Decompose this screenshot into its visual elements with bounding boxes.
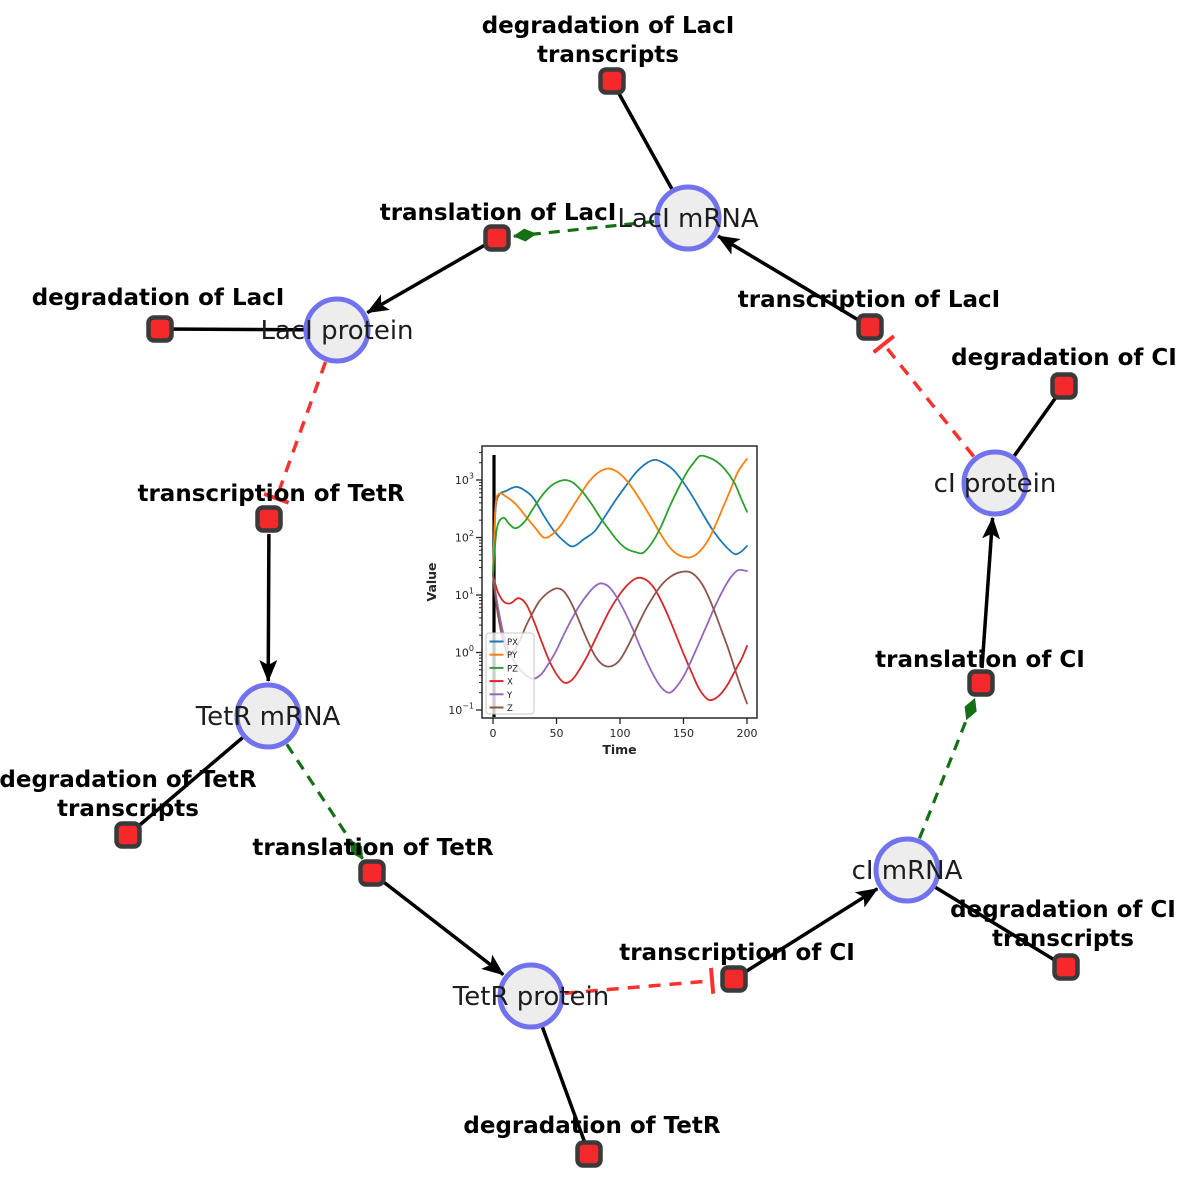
reaction-label-deg-tetr-transcripts-line1: degradation of TetR <box>0 767 257 793</box>
reaction-node-deg-ci-transcripts[interactable] <box>1052 953 1080 981</box>
reaction-node-transcription-laci[interactable] <box>856 313 884 341</box>
plot-legend: PX PY PZ XYZ <box>485 632 535 715</box>
species-label-laci-mrna: LacI mRNA <box>617 204 758 234</box>
species-label-laci-protein: LacI protein <box>260 316 413 346</box>
legend-entry-PX: PX <box>507 638 518 648</box>
reaction-node-deg-laci-transcripts[interactable] <box>598 67 626 95</box>
x-tick-label-200: 200 <box>737 727 758 740</box>
species-label-ci-mrna: cI mRNA <box>852 856 963 886</box>
edge-inhibition-ci-protein-to-transcription-laci <box>884 344 976 458</box>
reaction-node-deg-tetr-transcripts[interactable] <box>114 821 142 849</box>
edge-modifier-ci-mrna-to-translation-ci <box>918 697 977 839</box>
reaction-node-deg-ci[interactable] <box>1050 372 1078 400</box>
x-tick-label-100: 100 <box>610 727 631 740</box>
species-node-laci-mrna[interactable] <box>654 184 722 252</box>
legend-entry-Y: Y <box>506 691 513 701</box>
species-node-tetr-protein[interactable] <box>497 962 565 1030</box>
legend-entry-X: X <box>507 678 513 688</box>
reaction-label-translation-ci: translation of CI <box>875 647 1085 673</box>
reaction-label-transcription-laci: transcription of LacI <box>738 287 1001 313</box>
reaction-label-transcription-tetr: transcription of TetR <box>137 481 404 507</box>
edge-production-translation-tetr-to-tetr-protein <box>382 880 505 976</box>
nodes-layer <box>114 67 1080 1168</box>
reaction-label-deg-laci: degradation of LacI <box>32 285 285 311</box>
series-line-PY <box>492 457 748 577</box>
series-line-PZ <box>492 454 748 577</box>
reaction-label-deg-tetr: degradation of TetR <box>463 1113 720 1139</box>
plot-frame <box>481 445 758 719</box>
reaction-node-deg-tetr[interactable] <box>575 1140 603 1168</box>
y-tick-label-1e2: 102 <box>455 529 474 545</box>
reaction-label-translation-laci: translation of LacI <box>380 200 617 226</box>
y-tick-label-1e3: 103 <box>455 472 474 488</box>
species-node-tetr-mrna[interactable] <box>234 682 302 750</box>
reaction-label-deg-ci-transcripts-line2: transcripts <box>992 926 1134 952</box>
y-tick-label-1e-1: 10−1 <box>448 702 474 718</box>
edge-production-translation-laci-to-laci-protein <box>366 243 485 315</box>
edge-production-translation-ci-to-ci-protein <box>980 516 1001 669</box>
y-axis-title: Value <box>424 562 439 601</box>
species-label-ci-protein: cI protein <box>934 469 1057 499</box>
x-tick-label-150: 150 <box>673 727 694 740</box>
x-tick-label-0: 0 <box>490 727 497 740</box>
labels-layer: degradation of LacI transcripts translatio… <box>0 13 1177 1139</box>
edge-production-transcription-ci-to-ci-mrna <box>745 887 879 973</box>
series-line-Z <box>492 570 748 705</box>
reaction-label-deg-ci-transcripts-line1: degradation of CI <box>950 897 1176 923</box>
x-axis-title: Time <box>602 742 636 757</box>
legend-entry-PY: PY <box>507 651 518 661</box>
y-tick-label-1e0: 100 <box>455 644 474 660</box>
edge-inhibition-tetr-protein-to-transcription-ci <box>564 981 712 995</box>
species-node-ci-protein[interactable] <box>961 449 1029 517</box>
species-label-tetr-mrna: TetR mRNA <box>195 702 341 732</box>
species-node-laci-protein[interactable] <box>303 296 371 364</box>
reaction-label-deg-tetr-transcripts-line2: transcripts <box>57 796 199 822</box>
reaction-node-translation-ci[interactable] <box>967 669 995 697</box>
edge-production-transcription-laci-to-laci-mrna <box>717 234 858 321</box>
species-node-ci-mrna[interactable] <box>873 836 941 904</box>
reaction-label-translation-tetr: translation of TetR <box>252 835 493 861</box>
series-line-PX <box>492 458 748 577</box>
legend-entry-Z: Z <box>507 704 513 714</box>
y-tick-label-1e1: 101 <box>455 587 474 603</box>
reaction-label-deg-ci: degradation of CI <box>951 345 1177 371</box>
reaction-label-deg-laci-transcripts-line2: transcripts <box>537 42 679 68</box>
reaction-node-deg-laci[interactable] <box>146 315 174 343</box>
reaction-node-translation-tetr[interactable] <box>358 859 386 887</box>
reaction-label-transcription-ci: transcription of CI <box>619 940 855 966</box>
edge-production-transcription-tetr-to-tetr-mrna <box>259 533 278 682</box>
reaction-node-transcription-tetr[interactable] <box>255 505 283 533</box>
reaction-node-translation-laci[interactable] <box>483 224 511 252</box>
edge-modifier-tetr-mrna-to-translation-tetr <box>285 743 364 860</box>
species-label-tetr-protein: TetR protein <box>452 982 609 1012</box>
edge-modifier-laci-mrna-to-translation-laci <box>512 219 655 242</box>
legend-entry-PZ: PZ <box>507 664 518 674</box>
reaction-label-deg-laci-transcripts-line1: degradation of LacI <box>482 13 735 39</box>
edge-inhibition-laci-protein-to-transcription-tetr <box>276 361 328 498</box>
reaction-node-transcription-ci[interactable] <box>720 965 748 993</box>
x-tick-label-50: 50 <box>550 727 564 740</box>
